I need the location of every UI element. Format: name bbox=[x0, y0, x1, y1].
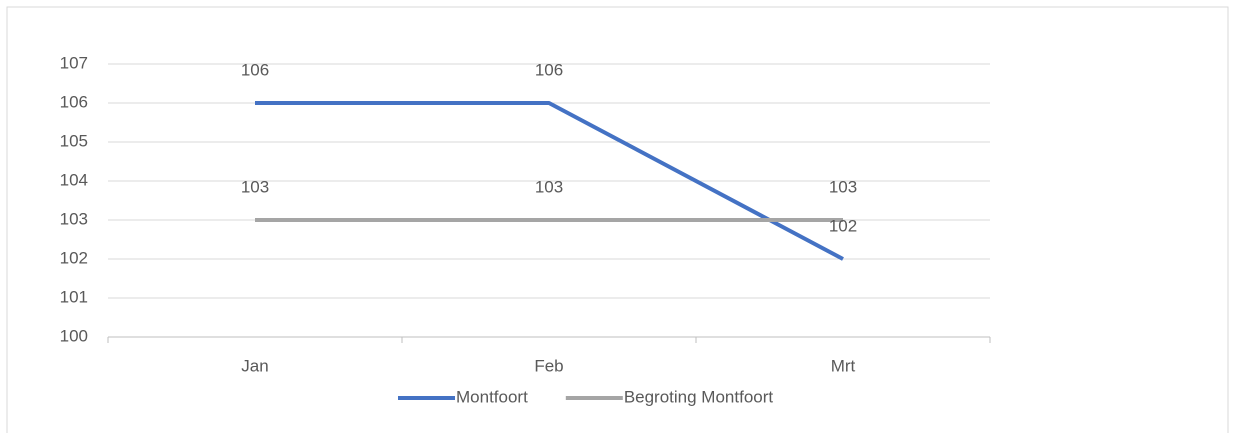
legend-label: Begroting Montfoort bbox=[624, 387, 774, 406]
data-label: 103 bbox=[829, 177, 857, 196]
y-tick-label: 100 bbox=[60, 326, 88, 345]
data-label: 102 bbox=[829, 216, 857, 235]
series-line bbox=[255, 101, 844, 261]
y-tick-label: 103 bbox=[60, 209, 88, 228]
data-label: 106 bbox=[241, 60, 269, 79]
data-label: 103 bbox=[241, 177, 269, 196]
y-tick-label: 107 bbox=[60, 53, 88, 72]
y-tick-label: 104 bbox=[60, 170, 88, 189]
y-tick-label: 101 bbox=[60, 287, 88, 306]
y-tick-label: 102 bbox=[60, 248, 88, 267]
legend-label: Montfoort bbox=[456, 387, 528, 406]
y-tick-label: 106 bbox=[60, 92, 88, 111]
x-tick-label: Mrt bbox=[831, 356, 856, 375]
data-label: 103 bbox=[535, 177, 563, 196]
data-label: 106 bbox=[535, 60, 563, 79]
y-tick-label: 105 bbox=[60, 131, 88, 150]
x-tick-label: Feb bbox=[534, 356, 563, 375]
x-tick-label: Jan bbox=[241, 356, 268, 375]
chart-frame bbox=[6, 6, 1229, 438]
